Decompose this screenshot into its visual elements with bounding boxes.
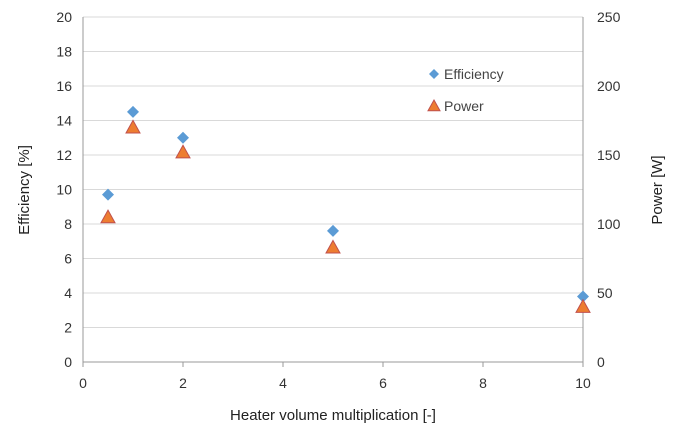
gridlines	[83, 16, 583, 328]
y-tick-label: 2	[64, 320, 72, 336]
legend-efficiency-label: Efficiency	[444, 66, 504, 82]
x-tick-label: 6	[379, 375, 387, 391]
y-tick-label: 20	[56, 9, 72, 25]
y-tick-label: 0	[64, 354, 72, 370]
y-tick-label: 8	[64, 216, 72, 232]
x-tick-labels: 0 2 4 6 8 10	[79, 362, 591, 391]
power-point	[575, 298, 591, 313]
y-tick-labels: 0 2 4 6 8 10 12 14 16 18 20	[56, 9, 72, 370]
y-tick-label: 18	[56, 44, 72, 60]
y-tick-label: 4	[64, 285, 72, 301]
power-point	[175, 144, 191, 159]
x-tick-label: 2	[179, 375, 187, 391]
y2-tick-label: 150	[597, 147, 621, 163]
power-point	[125, 119, 141, 134]
efficiency-point	[102, 188, 114, 201]
efficiency-point	[127, 105, 139, 118]
y-tick-label: 16	[56, 78, 72, 94]
x-tick-label: 4	[279, 375, 287, 391]
y-tick-label: 6	[64, 251, 72, 267]
x-tick-label: 10	[575, 375, 591, 391]
x-tick-label: 8	[479, 375, 487, 391]
y-tick-label: 12	[56, 147, 72, 163]
legend-power-label: Power	[444, 98, 484, 114]
y-axis-title: Efficiency [%]	[16, 145, 33, 235]
y2-tick-label: 200	[597, 78, 621, 94]
y2-tick-label: 50	[597, 285, 613, 301]
power-point	[100, 209, 116, 224]
y2-tick-label: 100	[597, 216, 621, 232]
y2-tick-labels: 0 50 100 150 200 250	[597, 9, 621, 370]
y-tick-label: 14	[56, 113, 72, 129]
efficiency-point	[577, 290, 589, 303]
y-tick-label: 10	[56, 182, 72, 198]
x-tick-label: 0	[79, 375, 87, 391]
legend: Efficiency Power	[427, 66, 504, 114]
y2-axis-title: Power [W]	[649, 155, 666, 224]
efficiency-point	[177, 131, 189, 144]
y2-tick-label: 250	[597, 9, 621, 25]
data-points	[100, 105, 591, 313]
power-point	[325, 239, 341, 254]
y2-tick-label: 0	[597, 354, 605, 370]
legend-efficiency-marker	[429, 69, 439, 79]
efficiency-point	[327, 224, 339, 237]
x-axis-title: Heater volume multiplication [-]	[230, 407, 436, 424]
legend-power-marker	[427, 98, 441, 112]
